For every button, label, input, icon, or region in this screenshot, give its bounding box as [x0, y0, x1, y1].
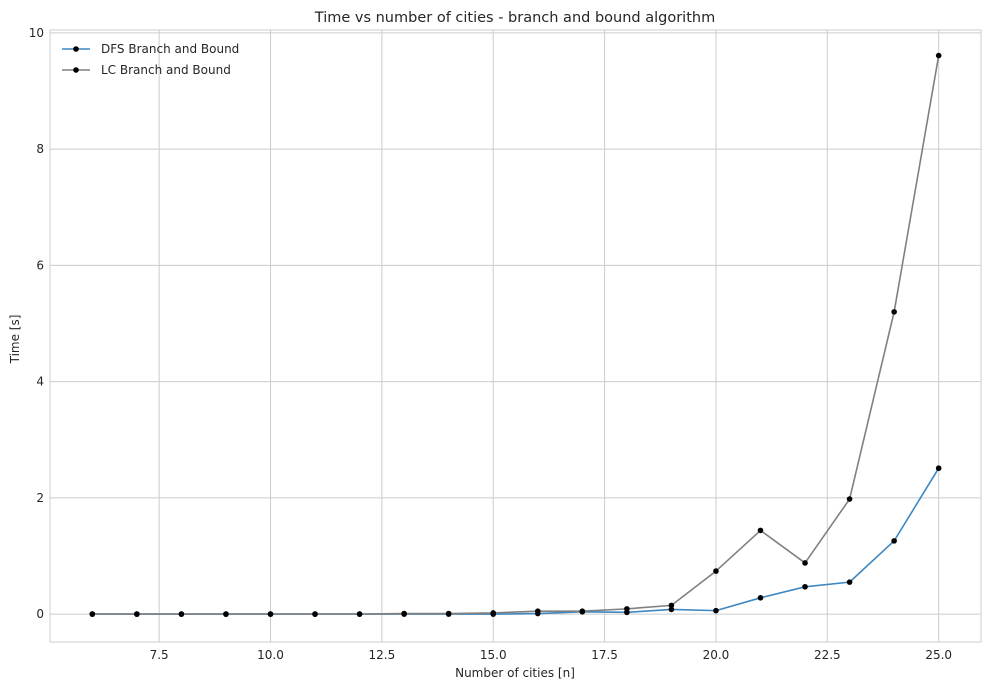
series-line: [92, 467, 940, 615]
legend-label: LC Branch and Bound: [101, 63, 231, 77]
x-tick-label: 10.0: [257, 648, 284, 662]
series-layer: [89, 52, 942, 617]
data-point: [356, 611, 363, 617]
x-tick-label: 20.0: [703, 648, 730, 662]
y-axis-title: Time [s]: [8, 315, 22, 365]
x-tick-label: 15.0: [480, 648, 507, 662]
data-point: [713, 568, 719, 574]
legend-marker: [73, 67, 79, 73]
chart-title: Time vs number of cities - branch and bo…: [314, 10, 715, 26]
legend-item: LC Branch and Bound: [62, 63, 231, 77]
data-point: [134, 611, 140, 617]
legend-item: DFS Branch and Bound: [62, 42, 239, 56]
data-point: [401, 610, 407, 617]
legend-marker: [73, 46, 79, 52]
legend-label: DFS Branch and Bound: [101, 42, 239, 56]
x-tick-label: 7.5: [150, 648, 169, 662]
series-line: [92, 55, 940, 615]
x-axis-title: Number of cities [n]: [455, 666, 575, 680]
data-point: [668, 602, 675, 609]
legend: DFS Branch and Bound LC Branch and Bound: [62, 42, 239, 77]
data-point: [802, 560, 808, 566]
data-point: [579, 608, 586, 614]
data-point: [757, 595, 764, 601]
data-point: [846, 496, 853, 502]
y-tick-label: 4: [36, 375, 44, 389]
plot-frame: [49, 29, 982, 643]
x-tick-label: 17.5: [591, 648, 618, 662]
data-point: [178, 611, 185, 617]
y-tick-label: 2: [36, 491, 44, 505]
data-point: [713, 607, 719, 614]
data-point: [89, 611, 96, 617]
data-point: [891, 309, 897, 315]
tick-labels: 7.5 10.0 12.5 15.0 17.5 20.0 22.5 25.0 0 2 4 6 8 10: [29, 26, 952, 662]
x-tick-label: 22.5: [814, 648, 841, 662]
data-point: [312, 611, 318, 617]
series-0: [89, 465, 942, 617]
data-point: [624, 606, 630, 612]
data-point: [267, 611, 274, 617]
y-tick-label: 0: [36, 607, 44, 621]
data-point: [935, 52, 942, 59]
y-tick-label: 10: [29, 26, 44, 40]
data-point: [223, 611, 229, 617]
data-point: [668, 606, 675, 613]
x-tick-label: 12.5: [369, 648, 396, 662]
data-point: [846, 579, 853, 585]
data-point: [445, 610, 452, 617]
series-1: [89, 52, 942, 617]
y-tick-label: 6: [36, 258, 44, 272]
data-point: [891, 538, 897, 544]
data-point: [757, 527, 764, 534]
data-point: [935, 465, 942, 472]
data-point: [534, 608, 541, 614]
data-point: [802, 583, 808, 590]
data-point: [490, 610, 497, 616]
y-tick-label: 8: [36, 142, 44, 156]
grid: [50, 30, 981, 642]
x-tick-label: 25.0: [925, 648, 952, 662]
